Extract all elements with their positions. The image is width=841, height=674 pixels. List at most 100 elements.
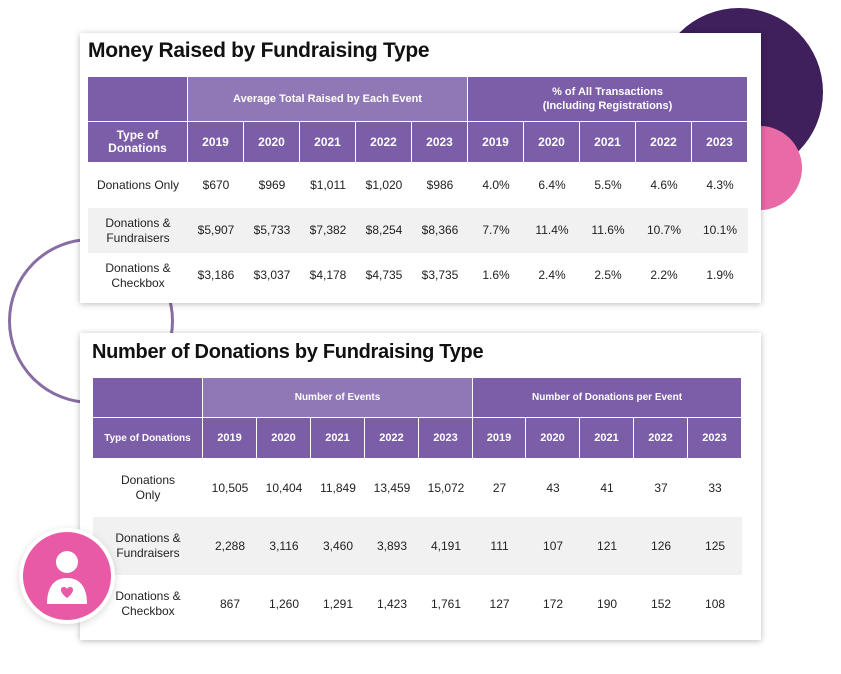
pct-cell: 6.4% <box>538 178 566 192</box>
avg-raised-cell: $3,735 <box>421 268 459 282</box>
per-event-cell: 41 <box>600 480 614 495</box>
year-header: 2023 <box>688 418 743 459</box>
donations-count-table: Number of Events Number of Donations per… <box>93 378 743 633</box>
year-header: 2023 <box>692 122 749 163</box>
per-event-cell: 126 <box>634 517 689 575</box>
group-header-number-of-events: Number of Events <box>203 378 474 418</box>
year-header: 2022 <box>636 122 692 163</box>
year-header: 2021 <box>311 418 365 459</box>
year-header: 2023 <box>419 418 474 459</box>
money-raised-card: Money Raised by Fundraising Type Average… <box>80 33 761 303</box>
per-event-cell: 107 <box>526 517 581 575</box>
per-event-cell: 152 <box>651 596 672 611</box>
row-type-label: Donations Only <box>120 473 176 502</box>
avg-raised-cell: $4,178 <box>309 268 347 282</box>
events-cell: 2,288 <box>203 517 257 575</box>
events-cell: 3,460 <box>311 517 365 575</box>
year-header: 2021 <box>580 418 635 459</box>
events-cell: 11,849 <box>320 480 356 495</box>
per-event-cell: 33 <box>708 480 722 495</box>
events-cell: 1,761 <box>431 596 462 611</box>
avg-raised-cell: $5,733 <box>244 208 300 253</box>
user-heart-icon <box>43 548 91 606</box>
avg-raised-cell: $8,254 <box>356 208 412 253</box>
avg-raised-cell: $4,735 <box>365 268 403 282</box>
pct-cell: 10.7% <box>636 208 692 253</box>
avg-raised-cell: $1,020 <box>365 178 403 192</box>
year-header: 2022 <box>365 418 419 459</box>
events-cell: 13,459 <box>373 480 411 495</box>
money-raised-title: Money Raised by Fundraising Type <box>88 39 430 62</box>
per-event-cell: 111 <box>473 517 527 575</box>
events-cell: 867 <box>219 596 241 611</box>
per-event-cell: 172 <box>543 596 564 611</box>
group-header-avg-raised: Average Total Raised by Each Event <box>188 77 468 122</box>
per-event-cell: 127 <box>489 596 510 611</box>
year-header: 2021 <box>580 122 636 163</box>
row-type-label: Donations Only <box>96 178 180 192</box>
avg-raised-cell: $3,186 <box>197 268 235 282</box>
year-header: 2019 <box>203 418 257 459</box>
row-type-label: Donations & Checkbox <box>115 589 181 618</box>
year-header: 2021 <box>300 122 356 163</box>
pct-cell: 7.7% <box>468 208 524 253</box>
avatar <box>19 528 115 624</box>
pct-cell: 4.0% <box>482 178 510 192</box>
per-event-cell: 43 <box>546 480 560 495</box>
avg-raised-cell: $7,382 <box>300 208 356 253</box>
corner-header-cell <box>88 77 188 122</box>
year-header: 2022 <box>634 418 689 459</box>
events-cell: 3,893 <box>365 517 419 575</box>
table-row: Donations Only 10,505 10,404 11,849 13,45… <box>93 459 742 517</box>
avg-raised-cell: $670 <box>202 178 230 192</box>
pct-cell: 5.5% <box>594 178 622 192</box>
pct-cell: 1.9% <box>706 268 734 282</box>
events-cell: 3,116 <box>257 517 311 575</box>
type-of-donations-header: Type of Donations <box>93 418 203 459</box>
events-cell: 1,291 <box>322 596 354 611</box>
pct-cell: 2.4% <box>538 268 566 282</box>
avg-raised-cell: $986 <box>426 178 454 192</box>
avg-raised-cell: $5,907 <box>188 208 244 253</box>
row-type-label: Donations & Checkbox <box>105 260 171 290</box>
avg-raised-cell: $8,366 <box>412 208 468 253</box>
events-cell: 1,423 <box>376 596 408 611</box>
pct-cell: 1.6% <box>482 268 510 282</box>
table-row: Donations & Checkbox $3,186 $3,037 $4,178… <box>88 253 748 298</box>
year-header: 2019 <box>473 418 527 459</box>
pct-cell: 4.3% <box>706 178 734 192</box>
pct-cell: 2.5% <box>594 268 622 282</box>
group-header-pct-transactions: % of All Transactions (Including Registra… <box>468 77 749 122</box>
type-of-donations-header: Type of Donations <box>88 122 188 163</box>
row-type-label: Donations & Fundraisers <box>88 208 188 253</box>
donations-count-title: Number of Donations by Fundraising Type <box>92 341 484 363</box>
per-event-cell: 108 <box>705 596 726 611</box>
pct-cell: 2.2% <box>650 268 678 282</box>
avg-raised-cell: $969 <box>258 178 286 192</box>
year-header: 2020 <box>524 122 580 163</box>
pct-cell: 10.1% <box>692 208 749 253</box>
events-cell: 1,260 <box>268 596 300 611</box>
year-header: 2022 <box>356 122 412 163</box>
per-event-cell: 27 <box>492 480 507 495</box>
table-row: Donations & Checkbox 867 1,260 1,291 1,42… <box>93 575 742 633</box>
events-cell: 15,072 <box>427 480 465 495</box>
pct-cell: 11.6% <box>580 208 636 253</box>
pct-cell: 11.4% <box>524 208 580 253</box>
group-header-donations-per-event: Number of Donations per Event <box>473 378 743 418</box>
events-cell: 10,404 <box>265 480 303 495</box>
avg-raised-cell: $3,037 <box>253 268 291 282</box>
avg-raised-cell: $1,011 <box>310 178 346 192</box>
year-header: 2020 <box>526 418 581 459</box>
table-row: Donations & Fundraisers $5,907 $5,733 $7,… <box>88 208 749 253</box>
per-event-cell: 125 <box>688 517 743 575</box>
year-header: 2020 <box>244 122 300 163</box>
year-header: 2019 <box>468 122 524 163</box>
year-header: 2023 <box>412 122 468 163</box>
per-event-cell: 121 <box>580 517 635 575</box>
events-cell: 10,505 <box>211 480 249 495</box>
corner-header-cell <box>93 378 203 418</box>
events-cell: 4,191 <box>419 517 474 575</box>
year-header: 2020 <box>257 418 311 459</box>
pct-cell: 4.6% <box>650 178 678 192</box>
